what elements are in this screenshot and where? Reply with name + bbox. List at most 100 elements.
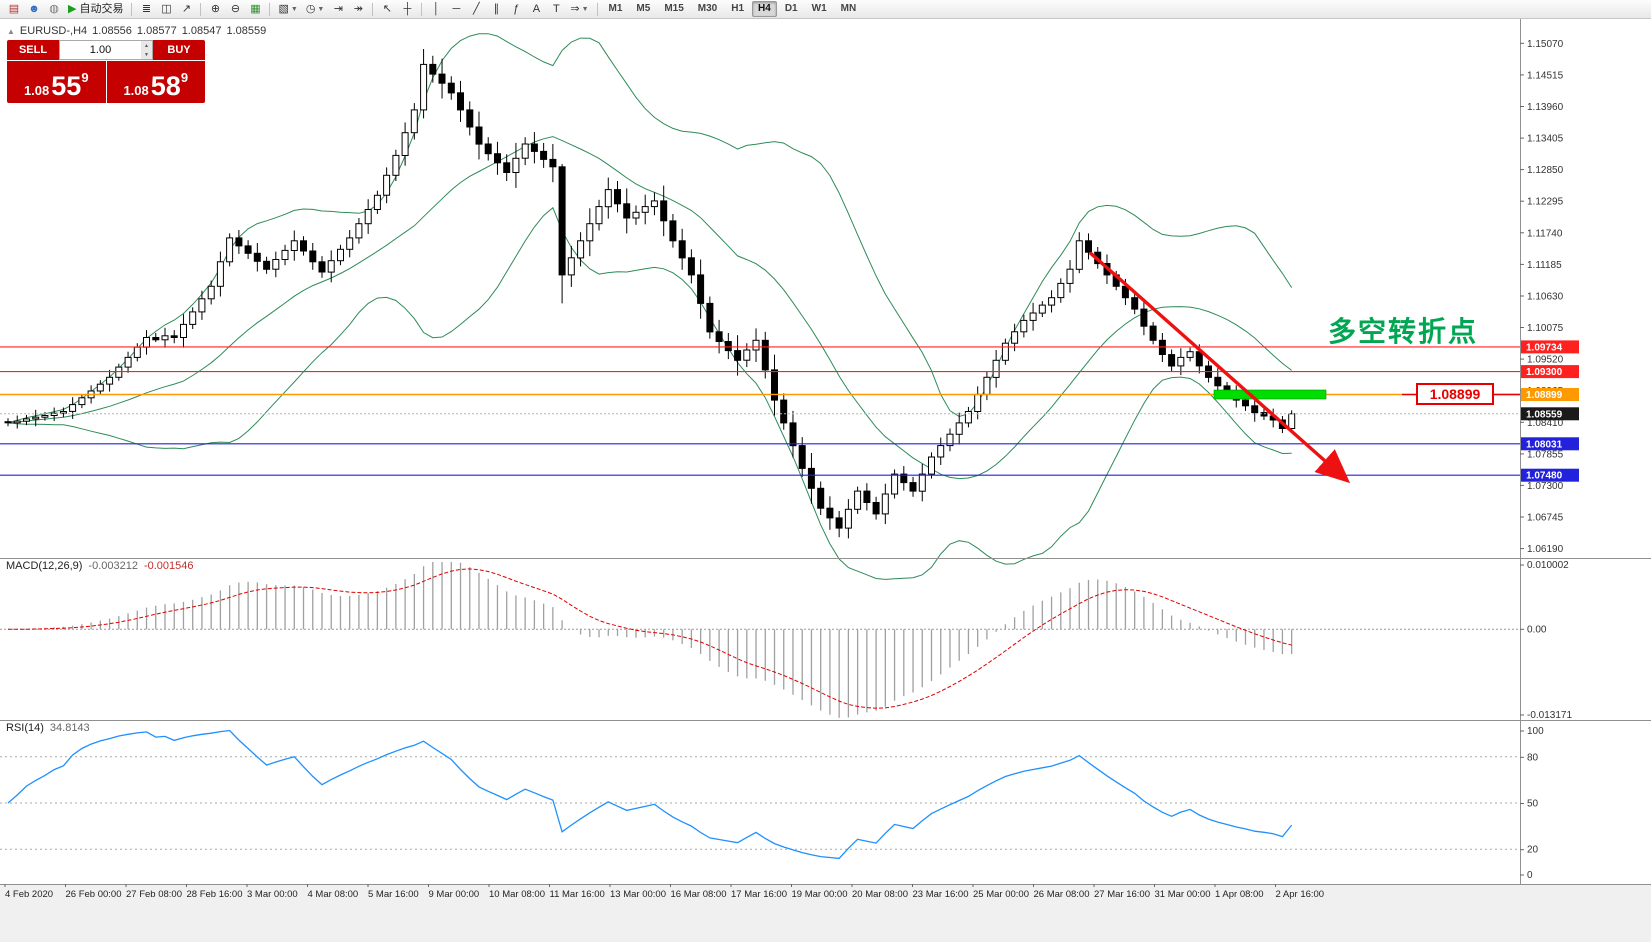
candle-up [743,349,751,361]
time-axis-label: 2 Apr 16:00 [1276,889,1325,900]
time-axis-label: 28 Feb 16:00 [187,889,243,900]
chart-shift-icon[interactable]: ⇥ [329,2,347,17]
open-value: 1.08556 [92,25,132,37]
axis-tick-label: 1.13960 [1527,102,1564,113]
time-axis-label: 17 Mar 16:00 [731,889,787,900]
axis-tick-label: 1.06745 [1527,513,1564,524]
timeframe-m1-button[interactable]: M1 [603,1,629,17]
timeframe-m5-button[interactable]: M5 [630,1,656,17]
current-price-tag-label: 1.08559 [1526,409,1563,420]
candle-down [503,162,511,174]
crosshair-icon[interactable]: ┼ [398,2,416,17]
axis-tick-label: 1.10630 [1527,292,1564,303]
timeframe-h1-button[interactable]: H1 [725,1,750,17]
profiles-icon: ◷ [305,2,316,15]
mql5-community-icon[interactable]: ☻ [25,2,43,17]
current-price-tag [1521,407,1579,421]
candle-up [881,493,889,515]
zoom-in-icon[interactable]: ⊕ [206,2,224,17]
new-order-icon[interactable]: ▤ [5,2,23,17]
equidistant-channel-icon: ∥ [493,2,500,15]
candle-down [235,237,243,247]
bar-chart-icon[interactable]: ≣ [137,2,155,17]
axis-tick-label: 1.11740 [1527,228,1563,239]
macd-main-value: -0.003212 [88,560,138,572]
candle-up [392,154,400,176]
time-axis-label: 19 Mar 00:00 [792,889,848,900]
line-chart-icon[interactable]: ↗ [177,2,195,17]
sell-price-panel[interactable]: 1.08 55 9 [7,61,106,103]
macd-axis-label: 0.00 [1527,624,1547,635]
zoom-out-icon[interactable]: ⊖ [226,2,244,17]
timeframe-h4-button[interactable]: H4 [752,1,777,17]
toolbar: ▤ ☻ ◍ ▶ 自动交易 ≣ ◫ ↗ ⊕ ⊖ ▦ ▧ ▼ ◷ ▼ ⇥ ↠ ↖ ┼ │ ─ ╱ ∥ ƒ A T ⇒ ▼ M1 M5 M15 M3… [0,0,1651,19]
candle-down [494,153,501,164]
news-icon[interactable]: ◍ [45,2,63,17]
time-axis-label: 26 Mar 08:00 [1034,889,1090,900]
downtrend-arrow[interactable] [1088,251,1351,484]
price-callout-box[interactable]: 1.08899 [1416,383,1494,405]
support-zone-rect[interactable] [1213,389,1327,400]
candle-up [854,490,862,510]
auto-scroll-icon[interactable]: ↠ [349,2,367,17]
trendline-icon: ╱ [473,2,480,15]
macd-axis-label: -0.013171 [1527,710,1572,721]
axis-tick-label: 1.12850 [1527,165,1564,176]
candle-up [1029,312,1037,321]
price-tag-1.09300 [1521,365,1579,379]
text-label-icon[interactable]: T [547,2,565,17]
timeframe-w1-button[interactable]: W1 [806,1,833,17]
toolbar-separator [200,2,202,16]
candlestick-chart-icon[interactable]: ◫ [157,2,175,17]
profiles-icon[interactable]: ◷ ▼ [303,2,328,17]
candle-up [964,411,972,424]
timeframe-m30-button[interactable]: M30 [692,1,723,17]
timeframe-m15-button[interactable]: M15 [658,1,689,17]
candle-up [364,209,372,225]
rsi-axis-label: 0 [1527,870,1533,881]
tile-windows-icon[interactable]: ▦ [246,2,264,17]
candle-up [632,211,640,219]
candle-up [512,157,520,174]
timeframe-d1-button[interactable]: D1 [779,1,804,17]
macd-histogram [16,562,1293,718]
auto-trading-button[interactable]: ▶ 自动交易 [65,2,126,17]
candle-up [650,200,658,208]
one-click-trading-panel[interactable]: SELL 1.00 ▲ ▼ BUY 1.08 55 9 1.08 58 9 [7,40,205,103]
candle-down [475,126,483,145]
candle-down [1260,412,1268,417]
arrows-icon[interactable]: ⇒ ▼ [567,2,591,17]
buy-button[interactable]: BUY [153,40,205,60]
volume-up-button[interactable]: ▲ [141,41,152,50]
turning-point-annotation[interactable]: 多空转折点 [1328,316,1479,347]
macd-signal-line [8,568,1292,709]
timeframe-mn-button[interactable]: MN [835,1,863,17]
candle-up [383,174,391,196]
candle-up [207,285,215,300]
price-tag-1.08031-label: 1.08031 [1526,439,1563,450]
cursor-icon[interactable]: ↖ [378,2,396,17]
time-axis-label: 26 Feb 00:00 [66,889,122,900]
candle-up [1048,297,1056,306]
volume-field[interactable]: 1.00 ▲ ▼ [59,40,153,60]
new-chart-icon[interactable]: ▧ ▼ [275,2,300,17]
text-icon[interactable]: A [527,2,545,17]
equidistant-channel-icon[interactable]: ∥ [487,2,505,17]
candle-up [106,376,114,385]
candle-up [641,206,649,213]
candle-up [161,335,169,341]
time-axis-label: 31 Mar 00:00 [1155,889,1211,900]
fibonacci-icon[interactable]: ƒ [507,2,525,17]
volume-value[interactable]: 1.00 [89,44,112,56]
candle-down [789,422,797,447]
buy-price-panel[interactable]: 1.08 58 9 [106,61,205,103]
sell-button[interactable]: SELL [7,40,59,60]
trendline-icon[interactable]: ╱ [467,2,485,17]
vertical-line-icon[interactable]: │ [427,2,445,17]
axis-tick-label: 1.08410 [1527,418,1564,429]
horizontal-line-icon[interactable]: ─ [447,2,465,17]
candle-up [346,237,354,250]
sell-price-big: 55 [51,71,82,101]
volume-down-button[interactable]: ▼ [141,50,152,59]
